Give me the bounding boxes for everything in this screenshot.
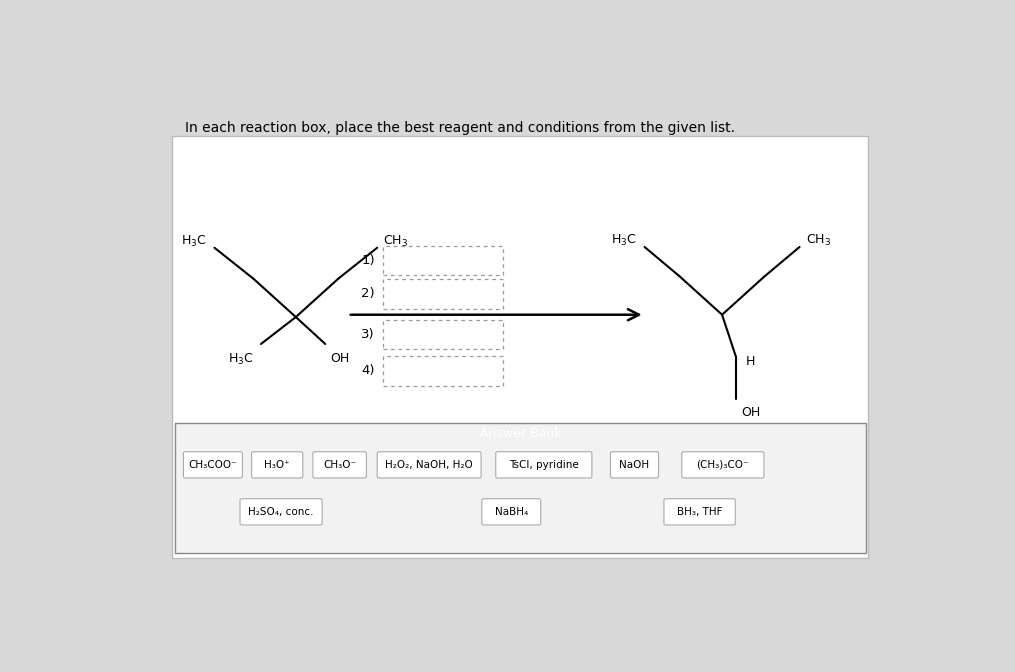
Text: OH: OH: [330, 351, 349, 365]
Text: CH₃O⁻: CH₃O⁻: [323, 460, 356, 470]
Text: H: H: [745, 355, 755, 368]
FancyBboxPatch shape: [482, 499, 541, 525]
Text: Answer Bank: Answer Bank: [480, 427, 561, 439]
Text: H₃O⁺: H₃O⁺: [265, 460, 290, 470]
Text: OH: OH: [741, 406, 760, 419]
FancyBboxPatch shape: [240, 499, 322, 525]
FancyBboxPatch shape: [383, 246, 502, 276]
Text: (CH₃)₃CO⁻: (CH₃)₃CO⁻: [696, 460, 749, 470]
Text: NaBH₄: NaBH₄: [494, 507, 528, 517]
FancyBboxPatch shape: [378, 452, 481, 478]
Text: CH$_3$: CH$_3$: [806, 233, 831, 249]
Text: In each reaction box, place the best reagent and conditions from the given list.: In each reaction box, place the best rea…: [185, 121, 735, 134]
FancyBboxPatch shape: [175, 423, 866, 554]
Text: CH₃COO⁻: CH₃COO⁻: [189, 460, 238, 470]
Text: H$_3$C: H$_3$C: [181, 234, 207, 249]
Text: 3): 3): [361, 328, 375, 341]
Text: BH₃, THF: BH₃, THF: [677, 507, 723, 517]
FancyBboxPatch shape: [495, 452, 592, 478]
FancyBboxPatch shape: [252, 452, 302, 478]
FancyBboxPatch shape: [682, 452, 764, 478]
FancyBboxPatch shape: [383, 280, 502, 308]
Text: 1): 1): [361, 254, 375, 267]
FancyBboxPatch shape: [383, 356, 502, 386]
FancyBboxPatch shape: [313, 452, 366, 478]
FancyBboxPatch shape: [383, 320, 502, 349]
Text: H₂O₂, NaOH, H₂O: H₂O₂, NaOH, H₂O: [386, 460, 473, 470]
Text: 2): 2): [361, 288, 375, 300]
FancyBboxPatch shape: [610, 452, 659, 478]
FancyBboxPatch shape: [172, 136, 868, 558]
Text: H₂SO₄, conc.: H₂SO₄, conc.: [249, 507, 314, 517]
FancyBboxPatch shape: [664, 499, 735, 525]
Text: NaOH: NaOH: [619, 460, 650, 470]
Text: H$_3$C: H$_3$C: [611, 233, 636, 249]
Text: 4): 4): [361, 364, 375, 378]
Text: H$_3$C: H$_3$C: [227, 351, 253, 367]
FancyBboxPatch shape: [175, 423, 866, 444]
FancyBboxPatch shape: [184, 452, 243, 478]
Text: TsCl, pyridine: TsCl, pyridine: [509, 460, 579, 470]
Text: CH$_3$: CH$_3$: [383, 234, 408, 249]
